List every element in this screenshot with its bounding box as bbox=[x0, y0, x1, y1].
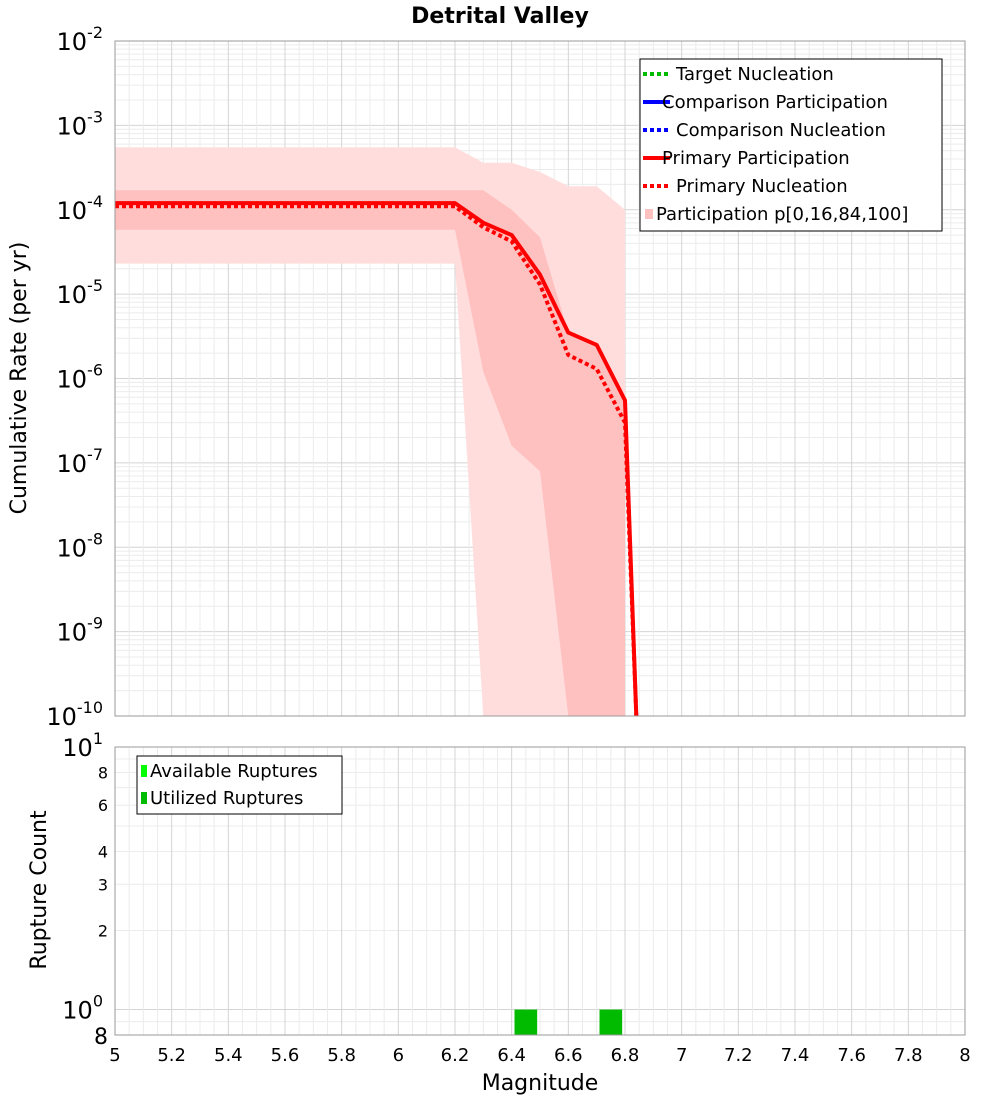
rate-y-tick-label: 10-6 bbox=[57, 361, 104, 394]
series-line-primary-participation bbox=[115, 201, 639, 717]
count-y-tick-label-major: 101 bbox=[62, 729, 103, 762]
rate-y-tick-label: 10-7 bbox=[57, 445, 104, 478]
count-y-tick-label: 3 bbox=[98, 875, 108, 894]
x-tick-label: 6.8 bbox=[611, 1045, 640, 1066]
x-tick-label: 5.6 bbox=[271, 1045, 300, 1066]
series-line-primary-nucleation bbox=[115, 204, 639, 717]
legend-label: Primary Nucleation bbox=[676, 176, 848, 197]
rate-y-ticks: 10-10 10-9 10-8 10-7 10-6 10-5 10-4 10-3 10-2 bbox=[46, 23, 103, 731]
count-bars bbox=[514, 1009, 623, 1035]
rupture-count-bar bbox=[599, 1009, 623, 1035]
legend-label: Comparison Participation bbox=[662, 92, 888, 113]
rate-plot-frame bbox=[114, 40, 966, 717]
x-tick-labels: 5 5.2 5.4 5.6 5.8 6 6.2 6.4 6.6 6.8 7 7.2 7.4 7.6 7.8 8 bbox=[109, 1045, 970, 1066]
count-plot-frame bbox=[114, 746, 966, 1036]
chart-title: Detrital Valley bbox=[411, 4, 589, 29]
count-legend-swatch bbox=[141, 765, 147, 777]
x-tick-label: 8 bbox=[959, 1045, 970, 1066]
count-legend-label: Available Ruptures bbox=[150, 761, 318, 782]
rate-legend-box bbox=[639, 58, 943, 232]
rate-y-tick-label: 10-10 bbox=[46, 698, 103, 731]
rate-band-p16-p84 bbox=[115, 190, 625, 717]
rate-y-tick-label: 10-4 bbox=[57, 192, 104, 225]
x-tick-label: 6 bbox=[393, 1045, 404, 1066]
x-tick-label: 5.8 bbox=[327, 1045, 356, 1066]
rate-legend: Target Nucleation Comparison Participatio… bbox=[639, 58, 943, 232]
rate-y-axis-title: Cumulative Rate (per yr) bbox=[7, 242, 32, 515]
x-tick-label: 7.2 bbox=[724, 1045, 753, 1066]
x-tick-label: 7.8 bbox=[894, 1045, 923, 1066]
rate-y-tick-label: 10-2 bbox=[57, 23, 104, 56]
x-tick-label: 7 bbox=[676, 1045, 687, 1066]
legend-swatch-band bbox=[645, 209, 653, 219]
x-tick-label: 6.2 bbox=[441, 1045, 470, 1066]
count-y-axis-title: Rupture Count bbox=[27, 810, 52, 970]
rupture-count-bar bbox=[514, 1009, 538, 1035]
count-y-tick-label: 6 bbox=[98, 796, 108, 815]
legend-label: Comparison Nucleation bbox=[676, 120, 886, 141]
x-tick-label: 6.4 bbox=[497, 1045, 526, 1066]
legend-label: Primary Participation bbox=[662, 148, 850, 169]
rate-y-tick-label: 10-3 bbox=[57, 107, 104, 140]
x-tick-label: 5 bbox=[109, 1045, 120, 1066]
count-legend-label: Utilized Ruptures bbox=[150, 788, 303, 809]
x-tick-label: 6.6 bbox=[554, 1045, 583, 1066]
rate-lines bbox=[115, 201, 639, 717]
x-axis-title: Magnitude bbox=[482, 1071, 599, 1096]
count-legend-box bbox=[136, 755, 343, 815]
count-y-tick-label-major: 100 bbox=[62, 992, 103, 1025]
count-y-tick-label-bottom: 8 bbox=[94, 1025, 108, 1050]
count-y-tick-label: 8 bbox=[98, 763, 108, 782]
x-tick-label: 5.2 bbox=[157, 1045, 186, 1066]
count-y-tick-label: 2 bbox=[98, 922, 108, 941]
x-tick-label: 7.6 bbox=[837, 1045, 866, 1066]
count-y-tick-label: 4 bbox=[98, 842, 108, 861]
rate-y-tick-label: 10-8 bbox=[57, 529, 104, 562]
count-legend: Available Ruptures Utilized Ruptures bbox=[136, 755, 343, 815]
legend-label: Target Nucleation bbox=[675, 64, 834, 85]
count-legend-swatch bbox=[141, 792, 147, 804]
rate-y-tick-label: 10-9 bbox=[57, 614, 104, 647]
legend-label: Participation p[0,16,84,100] bbox=[656, 204, 908, 225]
x-tick-label: 5.4 bbox=[214, 1045, 243, 1066]
rate-panel: 10-10 10-9 10-8 10-7 10-6 10-5 10-4 10-3 10-2 Cu… bbox=[7, 23, 966, 731]
x-tick-label: 7.4 bbox=[781, 1045, 810, 1066]
rate-y-tick-label: 10-5 bbox=[57, 276, 104, 309]
rate-bands bbox=[115, 147, 625, 717]
